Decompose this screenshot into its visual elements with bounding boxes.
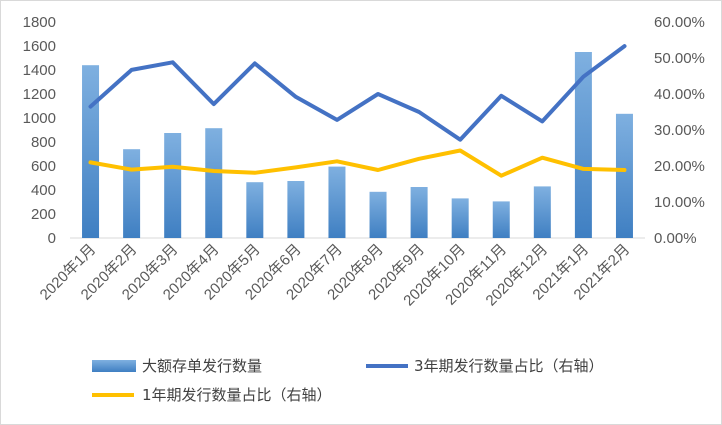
- point-1y: [254, 172, 256, 174]
- bar: [533, 186, 551, 238]
- right-axis-ticks: 0.00% 10.00% 20.00% 30.00% 40.00% 50.00% 60.00…: [654, 14, 705, 247]
- bar: [82, 65, 100, 238]
- bar-series: [82, 52, 633, 238]
- point-3y: [459, 139, 461, 141]
- bar: [451, 198, 469, 238]
- bar: [369, 191, 387, 238]
- legend-swatch-bar: [92, 360, 136, 372]
- right-axis-tick-label: 10.00%: [654, 194, 705, 211]
- point-1y: [582, 168, 584, 170]
- point-3y: [172, 61, 174, 63]
- point-3y: [90, 106, 92, 108]
- point-3y: [336, 119, 338, 121]
- bar: [287, 181, 305, 238]
- bar: [410, 187, 428, 238]
- point-1y: [623, 169, 625, 171]
- line-3y-share: [88, 44, 627, 142]
- point-3y: [131, 69, 133, 71]
- left-axis-tick-label: 1600: [23, 38, 56, 55]
- left-axis-tick-label: 1400: [23, 62, 56, 79]
- bar: [123, 149, 141, 238]
- point-1y: [172, 166, 174, 168]
- point-1y: [418, 158, 420, 160]
- left-axis-tick-label: 1000: [23, 110, 56, 127]
- point-3y: [541, 120, 543, 122]
- point-1y: [377, 169, 379, 171]
- left-axis-tick-label: 1800: [23, 14, 56, 31]
- right-axis-tick-label: 20.00%: [654, 158, 705, 175]
- legend-label-bar: 大额存单发行数量: [142, 357, 262, 375]
- bar: [574, 52, 592, 238]
- point-1y: [336, 160, 338, 162]
- point-1y: [459, 150, 461, 152]
- category-labels: 2020年1月2020年2月2020年3月2020年4月2020年5月2020年…: [37, 241, 634, 310]
- right-axis-tick-label: 60.00%: [654, 14, 705, 31]
- bar: [492, 201, 510, 238]
- bar: [205, 128, 223, 238]
- point-1y: [295, 166, 297, 168]
- point-1y: [500, 175, 502, 177]
- left-axis-tick-label: 1200: [23, 86, 56, 103]
- point-3y: [213, 103, 215, 105]
- point-1y: [541, 157, 543, 159]
- left-axis-tick-label: 200: [31, 206, 56, 223]
- point-1y: [90, 161, 92, 163]
- legend-label-1y: 1年期发行数量占比（右轴）: [142, 386, 332, 404]
- bar: [328, 166, 346, 238]
- point-3y: [623, 45, 625, 47]
- right-axis-tick-label: 0.00%: [654, 230, 697, 247]
- left-axis-tick-label: 400: [31, 182, 56, 199]
- legend-label-3y: 3年期发行数量占比（右轴）: [414, 357, 604, 375]
- bar: [615, 113, 633, 238]
- bar: [164, 133, 182, 238]
- bar: [246, 182, 264, 238]
- left-axis-tick-label: 800: [31, 134, 56, 151]
- point-3y: [295, 96, 297, 98]
- left-axis-tick-label: 600: [31, 158, 56, 175]
- point-3y: [377, 93, 379, 95]
- point-3y: [500, 95, 502, 97]
- line-1y-share: [88, 148, 627, 178]
- point-1y: [131, 169, 133, 171]
- right-axis-tick-label: 30.00%: [654, 122, 705, 139]
- point-3y: [582, 76, 584, 78]
- legend: 大额存单发行数量 3年期发行数量占比（右轴） 1年期发行数量占比（右轴）: [92, 357, 604, 404]
- left-axis-tick-label: 0: [48, 230, 56, 247]
- left-axis-ticks: 0 200 400 600 800 1000 1200 1400 1600 1800: [23, 14, 56, 247]
- point-3y: [418, 111, 420, 113]
- right-axis-tick-label: 40.00%: [654, 86, 705, 103]
- point-1y: [213, 170, 215, 172]
- right-axis-tick-label: 50.00%: [654, 50, 705, 67]
- point-3y: [254, 62, 256, 64]
- line-series: [88, 44, 627, 178]
